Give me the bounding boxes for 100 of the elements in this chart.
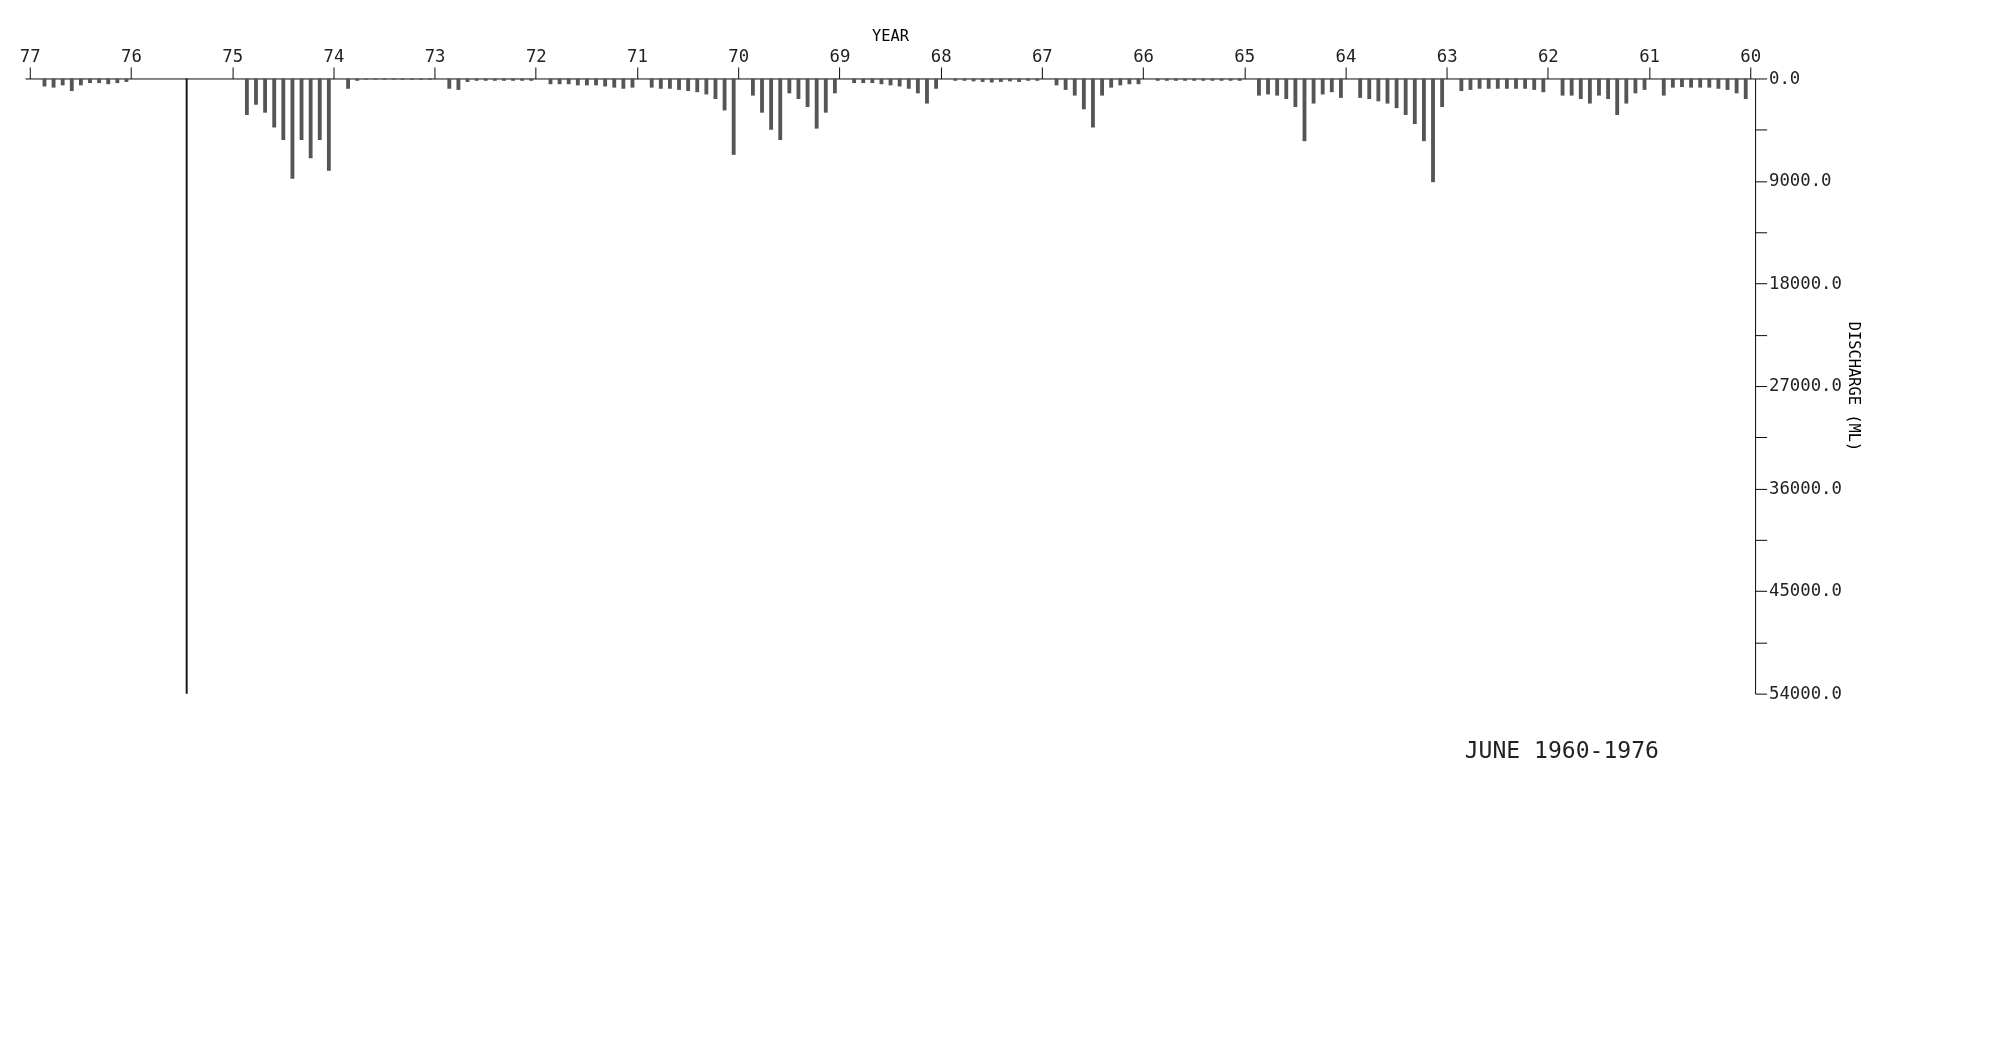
bar [1541,78,1546,93]
bar [897,78,902,87]
bar [1320,78,1325,95]
x-tick-label: 74 [323,45,345,66]
bar [1403,78,1408,115]
bar [1459,78,1464,92]
bar [1081,78,1086,110]
bar [1412,78,1417,125]
bar [704,78,709,95]
bar [925,78,929,104]
bar [778,78,783,141]
bar [603,78,608,87]
bar [1367,78,1372,100]
x-tick-label: 72 [525,45,547,66]
bar [1698,78,1703,88]
bar [1716,78,1721,89]
x-tick-label: 67 [1031,45,1053,66]
bar [1707,78,1712,88]
bar [677,78,681,90]
bar [1597,78,1601,96]
x-tick-label: 71 [627,45,648,66]
bar [585,78,589,86]
bar [1329,78,1334,93]
bar [1680,78,1684,88]
bar [980,78,985,82]
bar [621,78,626,89]
bar [1358,78,1363,98]
bar [1624,78,1629,104]
bar [998,78,1003,82]
bar [1275,78,1280,96]
x-tick-label: 73 [424,45,446,66]
x-tick-label: 64 [1335,45,1357,66]
x-tick-label: 76 [121,45,142,66]
bar [1532,78,1537,90]
bar [326,78,331,171]
x-tick-label: 69 [829,45,851,66]
bar [1311,78,1316,104]
bar [1606,78,1611,100]
bar [1118,78,1123,86]
bar [1091,78,1095,128]
bar [814,78,819,129]
y-axis-title: DISCHARGE (ML) [1844,321,1863,452]
bar [1486,78,1491,89]
bar [915,78,920,94]
bar [263,78,268,113]
bar [1569,78,1574,96]
bar [1495,78,1500,89]
bar [1633,78,1638,94]
x-tick-label: 75 [222,45,244,66]
bar [272,78,277,128]
x-tick-label: 77 [19,45,41,66]
bar [1670,78,1675,88]
bar [557,78,562,85]
bar [1734,78,1739,94]
x-tick-label: 68 [930,45,952,66]
y-tick-label: 9000.0 [1769,170,1832,191]
bar [1266,78,1270,95]
bar [695,78,700,93]
bar [1109,78,1114,88]
bar [760,78,764,113]
bar [1743,78,1748,100]
bar [1504,78,1509,89]
bar [456,78,461,90]
bar [769,78,774,130]
y-tick-label: 18000.0 [1769,272,1842,293]
bar [1523,78,1528,89]
bar [1431,78,1435,183]
bar [1689,78,1694,88]
bar [281,78,286,141]
bar [594,78,598,86]
x-tick-label: 62 [1537,45,1559,66]
bar [668,78,672,89]
bar [244,78,249,115]
bar [1127,78,1132,85]
x-tick-label: 65 [1234,45,1256,66]
x-axis-title: YEAR [872,27,910,46]
bar [649,78,654,88]
y-tick-label: 45000.0 [1769,580,1842,601]
bar [658,78,663,89]
bar [60,78,65,86]
bar [934,78,939,89]
bar [346,78,351,89]
x-tick-label: 63 [1436,45,1458,66]
bar [686,78,691,92]
bar [1284,78,1289,100]
text: JUNE 1960-1976 [1464,737,1659,764]
bar [317,78,322,141]
bar [51,78,56,88]
bar [1376,78,1381,102]
bar [1615,78,1620,115]
bar [1100,78,1104,96]
y-tick-label: 0.0 [1769,67,1801,88]
bar [787,78,792,94]
bar [566,78,571,85]
bar [750,78,755,96]
bar [308,78,313,159]
bar [1338,78,1343,98]
y-tick-label: 27000.0 [1769,375,1842,396]
x-tick-label: 66 [1133,45,1154,66]
bar [1578,78,1583,100]
